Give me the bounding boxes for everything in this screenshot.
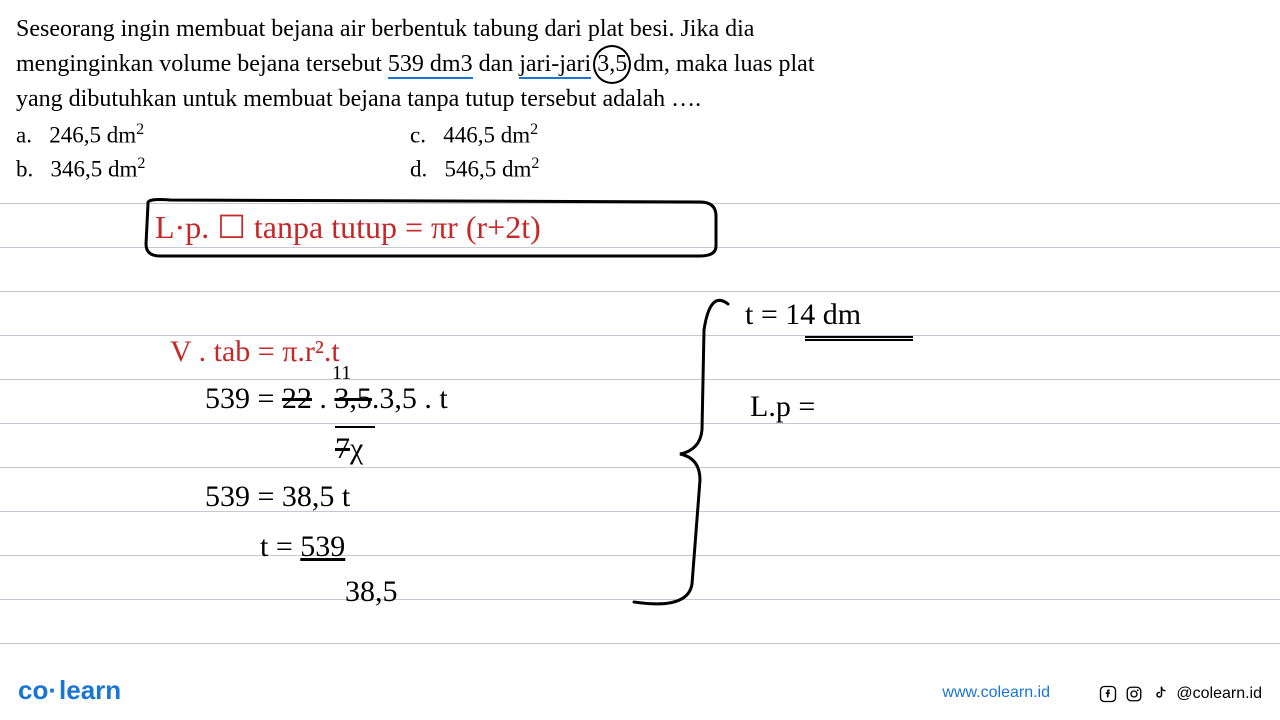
volume-formula-label: V . tab = π.r².t	[170, 335, 340, 369]
question-text: Seseorang ingin membuat bejana air berbe…	[16, 12, 1264, 116]
curly-brace	[610, 290, 730, 610]
instagram-icon	[1124, 684, 1144, 704]
website-url: www.colearn.id	[942, 684, 1050, 702]
calc-line-3-denom: 38,5	[345, 575, 398, 609]
social-handles: @colearn.id	[1098, 684, 1262, 704]
t-result: t = 14 dm	[745, 298, 861, 332]
tiktok-icon	[1150, 684, 1170, 704]
options-column-1: a. 246,5 dm2 b. 346,5 dm2	[16, 118, 145, 186]
options-column-2: c. 446,5 dm2 d. 546,5 dm2	[410, 118, 539, 186]
option-c: c. 446,5 dm2	[410, 118, 539, 152]
question-line-3: yang dibutuhkan untuk membuat bejana tan…	[16, 82, 1264, 117]
option-a: a. 246,5 dm2	[16, 118, 145, 152]
question-line-2: menginginkan volume bejana tersebut 539 …	[16, 47, 1264, 82]
facebook-icon	[1098, 684, 1118, 704]
colearn-logo: co·learn	[18, 675, 121, 706]
crossed-22: 22	[282, 382, 312, 415]
crossed-3-5: 3,5	[334, 382, 372, 415]
option-d: d. 546,5 dm2	[410, 152, 539, 186]
lp-equals: L.p =	[750, 390, 815, 424]
formula-red: L·p. ☐ tanpa tutup = πr (r+2t)	[155, 208, 541, 246]
question-line-1: Seseorang ingin membuat bejana air berbe…	[16, 12, 1264, 47]
option-b: b. 346,5 dm2	[16, 152, 145, 186]
calc-line-1-denom: 7χ	[335, 432, 363, 466]
footer: co·learn www.colearn.id @colearn.id	[0, 678, 1280, 706]
underlined-jari: jari-jari	[519, 51, 591, 79]
social-handle-text: @colearn.id	[1176, 685, 1262, 703]
circled-radius: 3,5	[597, 47, 627, 82]
t-result-underline	[805, 336, 913, 341]
calc-line-3: t = 539	[260, 530, 345, 564]
calc-line-1: 539 = 22 . 3,5.3,5 . t	[205, 382, 448, 416]
calc-line-2: 539 = 38,5 t	[205, 480, 350, 514]
underlined-volume: 539 dm3	[388, 51, 473, 79]
fraction-line-1	[335, 426, 375, 428]
